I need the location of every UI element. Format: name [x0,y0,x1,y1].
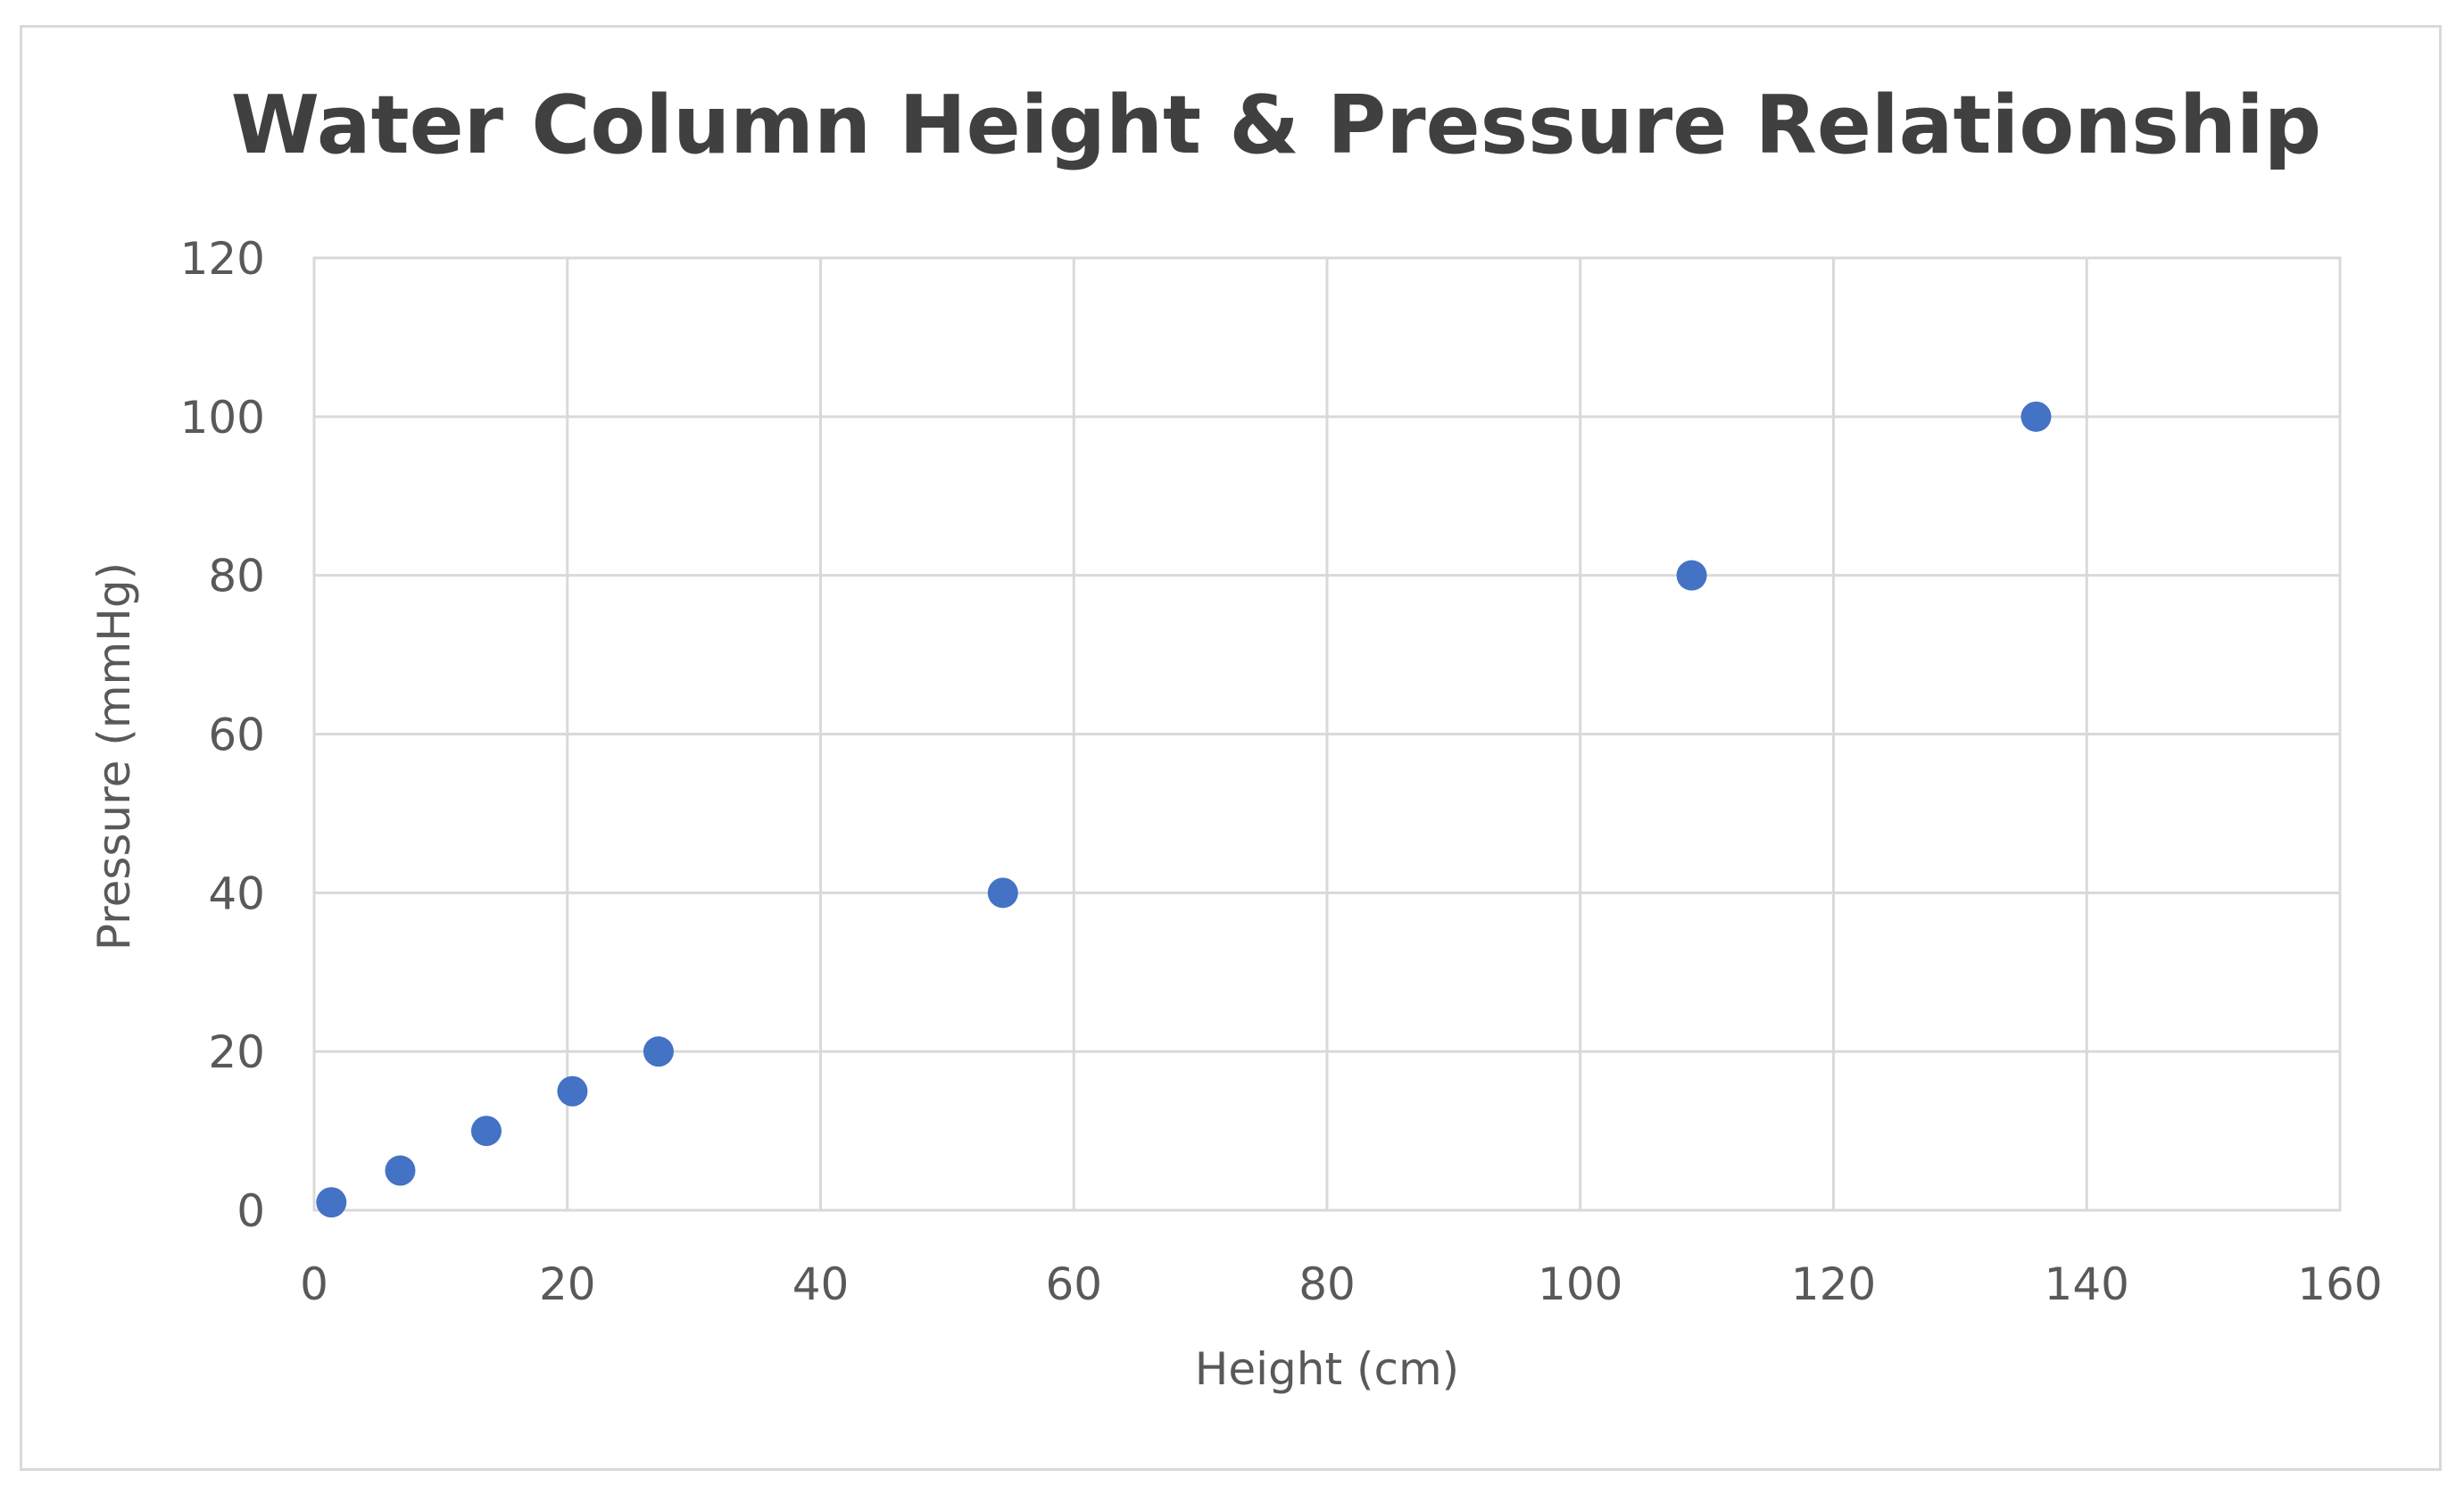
y-tick-label: 80 [208,551,265,602]
gridlines [312,256,2342,1212]
chart-frame: Water Column Height & Pressure Relations… [20,25,2442,1471]
x-tick-label: 60 [1045,1258,1102,1310]
y-axis-title: Pressure (mmHg) [88,562,140,951]
data-point [987,877,1018,909]
x-tick-label: 20 [539,1258,596,1310]
x-tick-label: 80 [1298,1258,1356,1310]
data-point [316,1187,347,1218]
x-tick-label: 120 [1791,1258,1876,1310]
y-tick-label: 40 [208,868,265,919]
y-tick-label: 120 [180,233,265,285]
scatter-chart: Water Column Height & Pressure Relations… [88,79,2383,1395]
data-point [385,1155,416,1186]
x-tick-label: 100 [1538,1258,1622,1310]
data-point [2020,401,2052,432]
x-tick-label: 0 [300,1258,328,1310]
y-tick-label: 100 [180,392,265,444]
y-tick-label: 0 [236,1185,265,1237]
data-point [557,1075,588,1107]
x-axis-title: Height (cm) [1195,1343,1459,1395]
y-tick-label: 60 [208,710,265,761]
y-axis-tick-labels: 0 20 40 60 80 100 120 [180,233,265,1237]
data-point [643,1036,674,1067]
data-point [1676,560,1707,591]
x-tick-label: 140 [2045,1258,2129,1310]
plot-area-border [312,256,2342,1212]
x-axis-tick-labels: 0 20 40 60 80 100 120 140 160 [300,1258,2383,1310]
y-tick-label: 20 [208,1026,265,1078]
chart-title: Water Column Height & Pressure Relations… [231,79,2321,172]
x-tick-label: 40 [792,1258,850,1310]
data-points [316,401,2052,1218]
data-point [470,1116,502,1147]
x-tick-label: 160 [2297,1258,2382,1310]
